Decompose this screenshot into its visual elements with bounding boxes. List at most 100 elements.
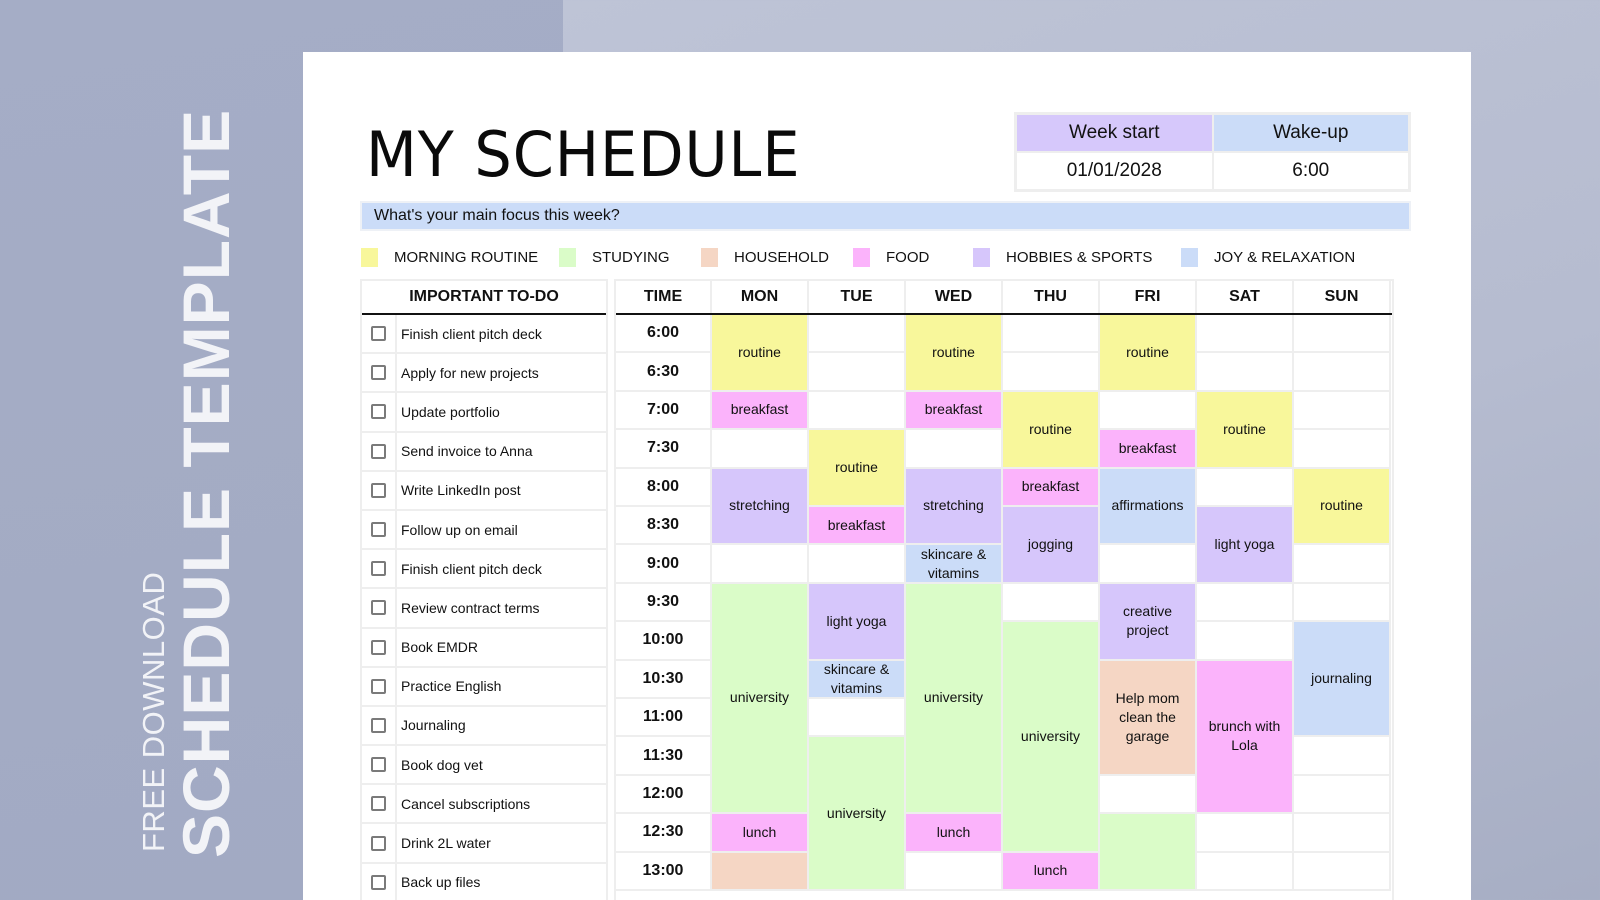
empty-slot[interactable] bbox=[809, 315, 906, 354]
todo-item-text[interactable]: Send invoice to Anna bbox=[401, 443, 533, 460]
event-block-food[interactable]: breakfast bbox=[809, 507, 906, 546]
checkbox-icon[interactable] bbox=[371, 522, 386, 538]
empty-slot[interactable] bbox=[809, 545, 906, 584]
empty-slot[interactable] bbox=[809, 391, 906, 431]
event-block-routine[interactable]: routine bbox=[809, 430, 906, 507]
event-block-joy[interactable]: skincare & vitamins bbox=[809, 660, 906, 699]
checkbox-icon[interactable] bbox=[371, 639, 386, 655]
event-block-studying[interactable]: university bbox=[1003, 622, 1100, 853]
todo-item-text[interactable]: Practice English bbox=[401, 678, 502, 695]
empty-slot[interactable] bbox=[1003, 315, 1100, 354]
empty-slot[interactable] bbox=[1100, 391, 1197, 431]
empty-slot[interactable] bbox=[712, 430, 809, 469]
main-focus-field[interactable]: What's your main focus this week? bbox=[360, 201, 1411, 231]
todo-checkbox-cell bbox=[362, 824, 397, 862]
checkbox-icon[interactable] bbox=[371, 678, 386, 694]
event-block-studying[interactable]: university bbox=[712, 583, 809, 815]
checkbox-icon[interactable] bbox=[371, 600, 386, 616]
event-block-routine[interactable]: routine bbox=[1197, 391, 1294, 469]
empty-slot[interactable] bbox=[1294, 852, 1391, 891]
checkbox-icon[interactable] bbox=[371, 757, 386, 773]
event-block-food[interactable]: breakfast bbox=[906, 391, 1003, 431]
checkbox-icon[interactable] bbox=[371, 443, 386, 459]
empty-slot[interactable] bbox=[1003, 583, 1100, 623]
event-block-hobbies[interactable]: light yoga bbox=[809, 583, 906, 661]
event-block-food[interactable]: brunch with Lola bbox=[1197, 660, 1294, 815]
event-block-joy[interactable]: affirmations bbox=[1100, 468, 1197, 546]
empty-slot[interactable] bbox=[906, 430, 1003, 469]
event-block-household[interactable]: Help mom clean the garage bbox=[1100, 660, 1197, 776]
empty-slot[interactable] bbox=[906, 852, 1003, 891]
event-block-routine[interactable]: routine bbox=[1100, 315, 1197, 392]
todo-item-text[interactable]: Review contract terms bbox=[401, 599, 540, 616]
checkbox-icon[interactable] bbox=[371, 796, 386, 812]
checkbox-icon[interactable] bbox=[371, 482, 386, 498]
todo-item-text[interactable]: Drink 2L water bbox=[401, 835, 491, 852]
empty-slot[interactable] bbox=[1294, 391, 1391, 431]
checkbox-icon[interactable] bbox=[371, 365, 386, 381]
event-block-household[interactable] bbox=[712, 852, 809, 891]
empty-slot[interactable] bbox=[1100, 775, 1197, 815]
event-block-food[interactable]: lunch bbox=[712, 814, 809, 853]
todo-item-text[interactable]: Book dog vet bbox=[401, 756, 483, 773]
empty-slot[interactable] bbox=[1197, 622, 1294, 661]
todo-item-text[interactable]: Follow up on email bbox=[401, 521, 518, 538]
todo-item-text[interactable]: Write LinkedIn post bbox=[401, 482, 521, 499]
checkbox-icon[interactable] bbox=[371, 874, 386, 890]
todo-item-text[interactable]: Cancel subscriptions bbox=[401, 795, 531, 812]
empty-slot[interactable] bbox=[1197, 468, 1294, 507]
event-block-food[interactable]: lunch bbox=[906, 814, 1003, 853]
checkbox-icon[interactable] bbox=[371, 404, 386, 420]
event-block-routine[interactable]: routine bbox=[1003, 391, 1100, 469]
empty-slot[interactable] bbox=[1100, 545, 1197, 584]
checkbox-icon[interactable] bbox=[371, 561, 386, 577]
event-block-routine[interactable]: routine bbox=[906, 315, 1003, 392]
todo-item-text[interactable]: Finish client pitch deck bbox=[401, 560, 542, 577]
todo-item-text[interactable]: Back up files bbox=[401, 874, 481, 891]
event-block-hobbies[interactable]: creative project bbox=[1100, 583, 1197, 661]
checkbox-icon[interactable] bbox=[371, 835, 386, 851]
empty-slot[interactable] bbox=[1294, 814, 1391, 853]
empty-slot[interactable] bbox=[1294, 430, 1391, 469]
event-block-hobbies[interactable]: stretching bbox=[906, 468, 1003, 546]
empty-slot[interactable] bbox=[1197, 852, 1294, 891]
event-block-routine[interactable]: routine bbox=[712, 315, 809, 392]
empty-slot[interactable] bbox=[1294, 737, 1391, 776]
checkbox-icon[interactable] bbox=[371, 717, 386, 733]
wakeup-value[interactable]: 6:00 bbox=[1212, 152, 1409, 190]
event-block-joy[interactable]: journaling bbox=[1294, 622, 1391, 738]
event-block-studying[interactable]: university bbox=[809, 737, 906, 891]
todo-item-text[interactable]: Finish client pitch deck bbox=[401, 325, 542, 342]
event-block-hobbies[interactable]: stretching bbox=[712, 468, 809, 546]
week-start-value[interactable]: 01/01/2028 bbox=[1016, 152, 1213, 190]
event-block-food[interactable]: breakfast bbox=[1003, 468, 1100, 507]
empty-slot[interactable] bbox=[1197, 315, 1294, 354]
event-block-hobbies[interactable]: jogging bbox=[1003, 507, 1100, 584]
empty-slot[interactable] bbox=[1294, 353, 1391, 392]
empty-slot[interactable] bbox=[809, 353, 906, 392]
event-block-hobbies[interactable]: light yoga bbox=[1197, 507, 1294, 584]
todo-item-text[interactable]: Update portfolio bbox=[401, 403, 500, 420]
event-block-joy[interactable]: skincare & vitamins bbox=[906, 545, 1003, 584]
empty-slot[interactable] bbox=[809, 699, 906, 738]
todo-item: Book EMDR bbox=[362, 628, 606, 668]
event-block-food[interactable]: breakfast bbox=[1100, 430, 1197, 469]
empty-slot[interactable] bbox=[1294, 315, 1391, 354]
empty-slot[interactable] bbox=[1294, 775, 1391, 815]
todo-item-text[interactable]: Apply for new projects bbox=[401, 364, 539, 381]
event-block-food[interactable]: lunch bbox=[1003, 852, 1100, 891]
empty-slot[interactable] bbox=[712, 545, 809, 584]
empty-slot[interactable] bbox=[1294, 545, 1391, 584]
empty-slot[interactable] bbox=[1197, 353, 1294, 392]
todo-item-text[interactable]: Journaling bbox=[401, 717, 466, 734]
event-block-studying[interactable]: university bbox=[906, 583, 1003, 815]
empty-slot[interactable] bbox=[1294, 583, 1391, 623]
event-block-routine[interactable]: routine bbox=[1294, 468, 1391, 546]
event-block-studying[interactable] bbox=[1100, 814, 1197, 891]
empty-slot[interactable] bbox=[1197, 583, 1294, 623]
empty-slot[interactable] bbox=[1197, 814, 1294, 853]
todo-item-text[interactable]: Book EMDR bbox=[401, 639, 479, 656]
checkbox-icon[interactable] bbox=[371, 326, 386, 342]
empty-slot[interactable] bbox=[1003, 353, 1100, 392]
event-block-food[interactable]: breakfast bbox=[712, 391, 809, 431]
